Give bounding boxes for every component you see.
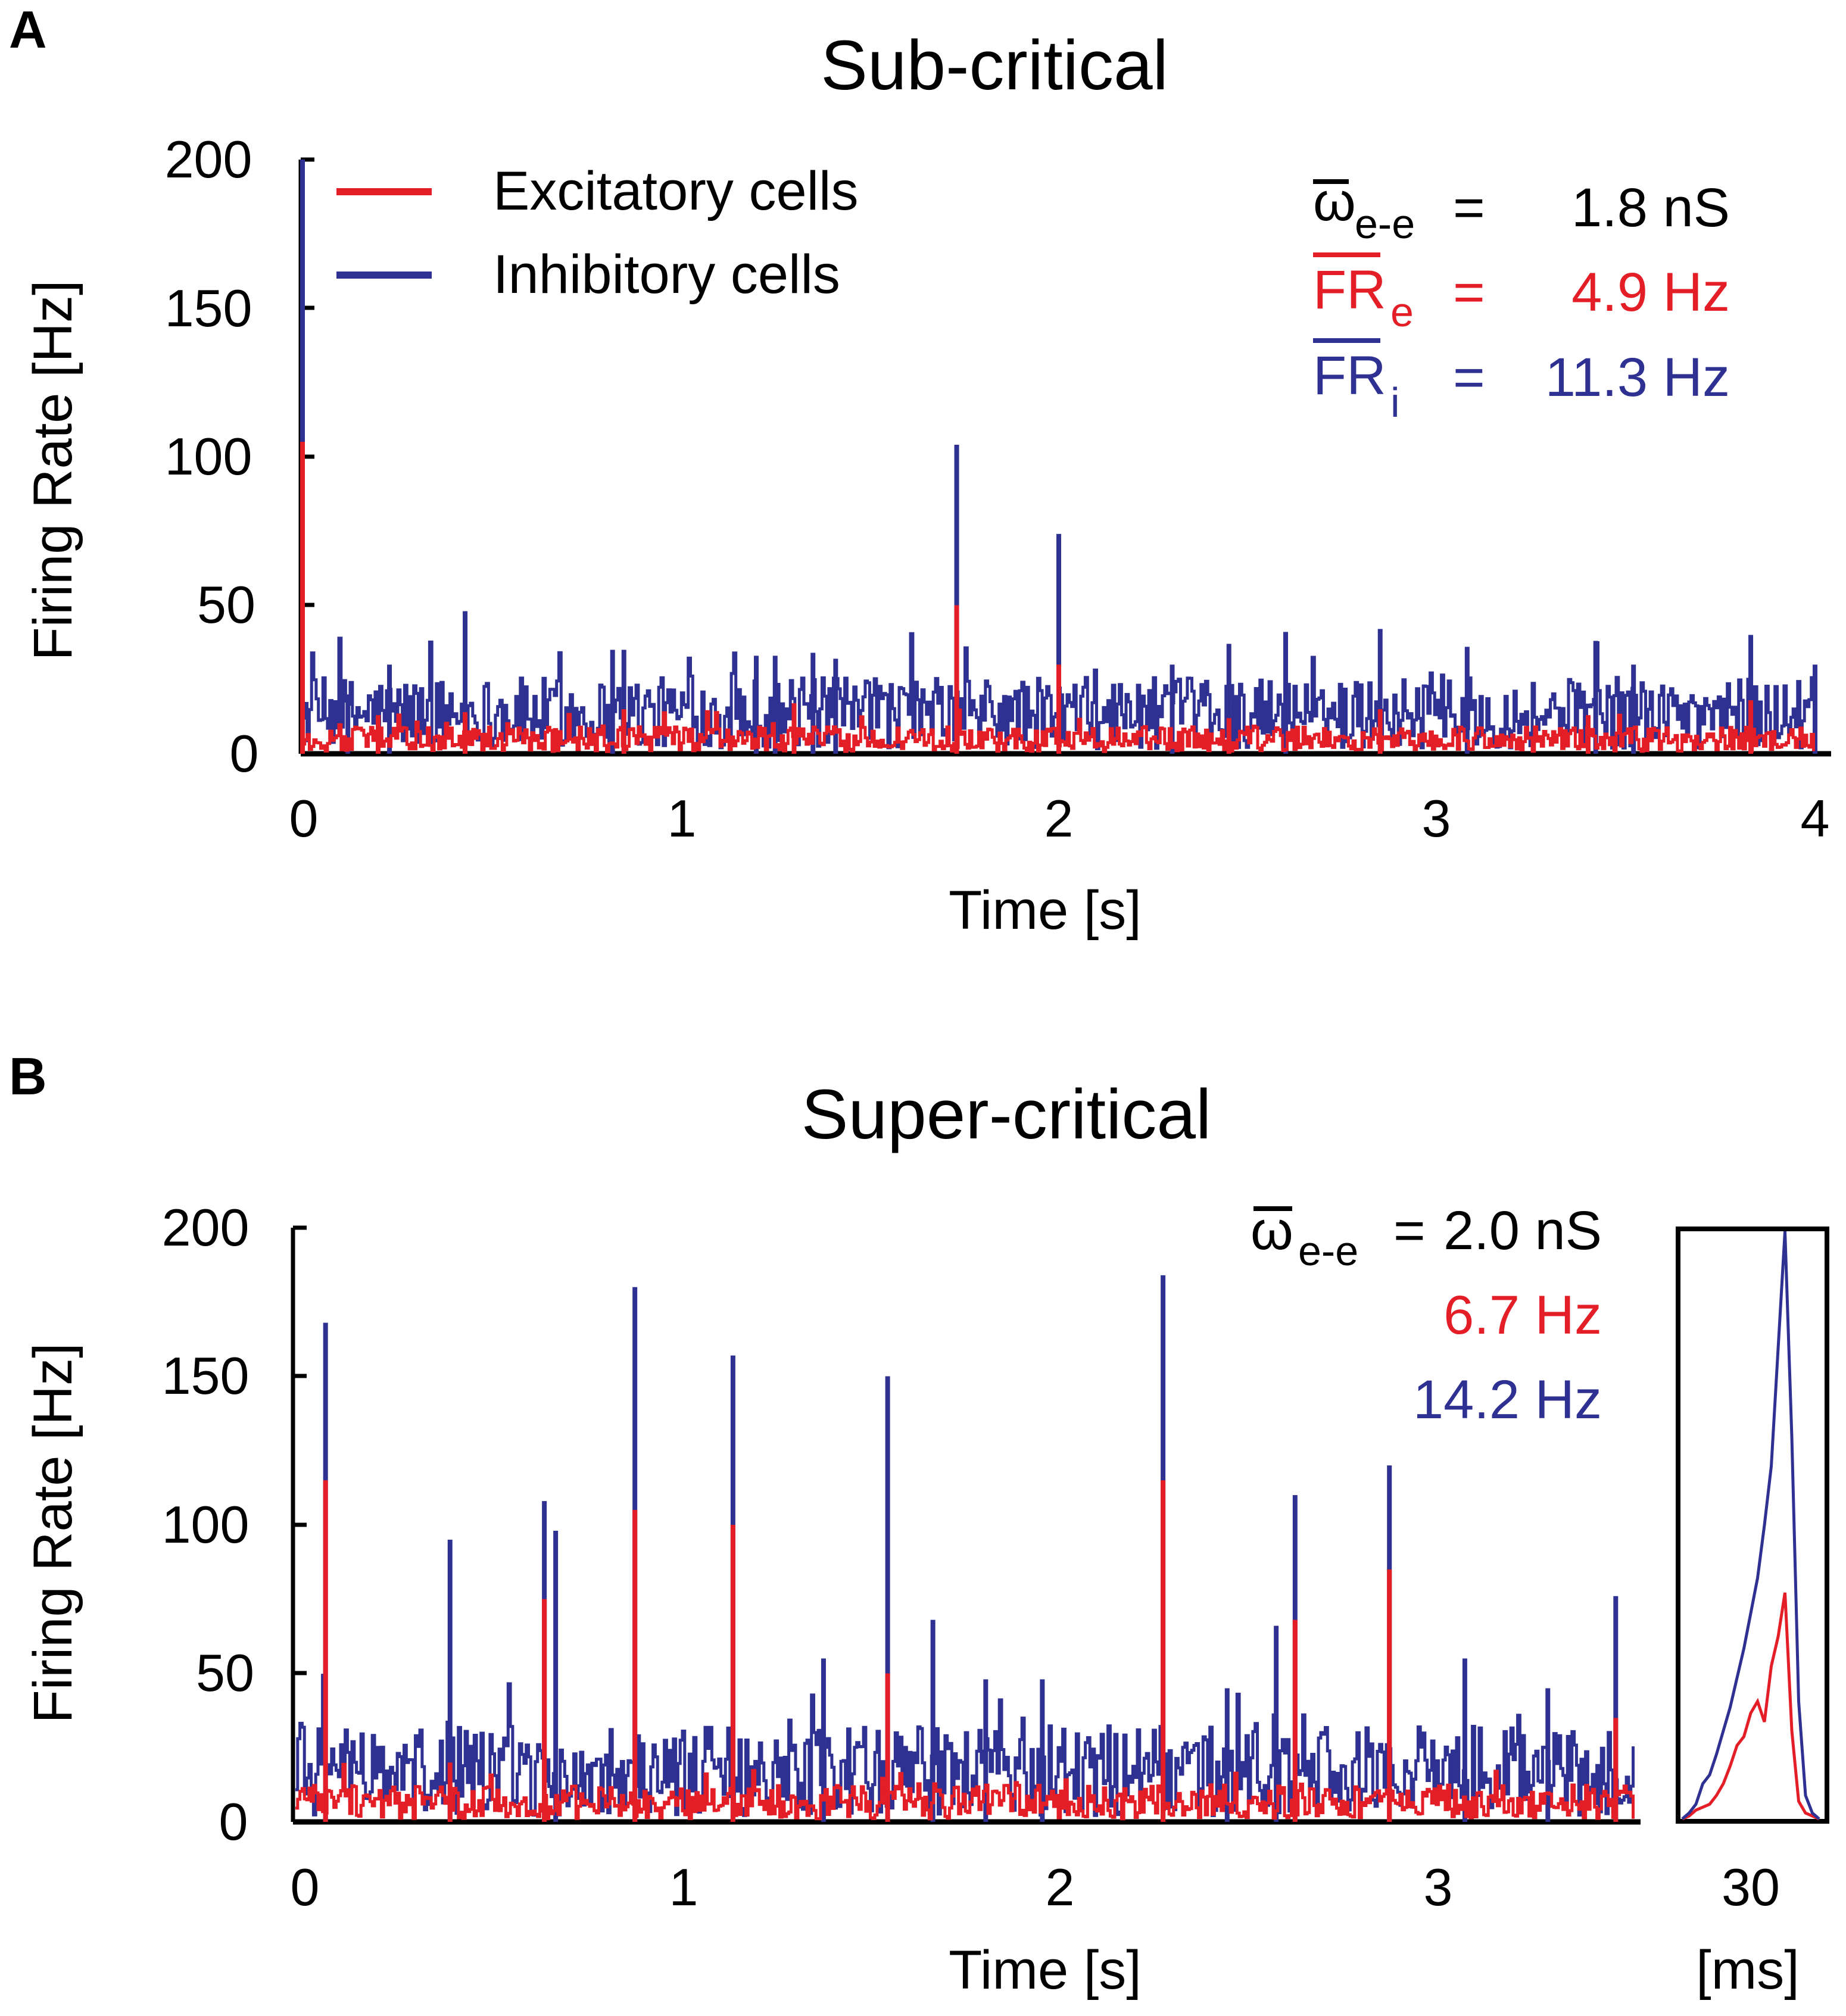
panel-b-y-tick-label: 100 [162, 1495, 250, 1554]
panel-a-x-tick-label: 1 [668, 789, 697, 848]
panel-a-excitatory-series [300, 442, 1815, 754]
panel-a-y-axis-label: Firing Rate [Hz] [23, 280, 83, 660]
panel-b-y-tick-label: 150 [162, 1346, 250, 1405]
weight-value: 2.0 nS [1443, 1200, 1602, 1261]
panel-a-y-tick-label: 150 [165, 279, 252, 338]
panel-b-x-tick-label: 2 [1046, 1858, 1075, 1917]
panel-a-y-tick-label: 200 [165, 130, 252, 189]
panel-b-x-tick-label: 1 [669, 1858, 699, 1917]
weight-symbol: ω [1251, 1200, 1293, 1261]
panel-a-y-tick-label: 0 [230, 724, 259, 783]
fr-i-equals: = [1453, 347, 1485, 408]
weight-subscript: e-e [1355, 201, 1415, 247]
panel-a-params: ω e-e = 1.8 nS FR e = 4.9 Hz FR i = 11.3… [1313, 171, 1730, 426]
panel-a-x-tick-label: 4 [1801, 789, 1830, 848]
inset-x-axis-label: [ms] [1696, 1940, 1800, 2001]
panel-a-x-tick-label: 2 [1044, 789, 1074, 848]
fr-i-value: 11.3 Hz [1545, 347, 1730, 408]
panel-b-inhibitory-series [295, 1275, 1635, 1822]
legend-excitatory-label: Excitatory cells [493, 161, 859, 221]
panel-b-y-axis-label: Firing Rate [Hz] [23, 1343, 83, 1723]
weight-subscript: e-e [1298, 1228, 1358, 1274]
panel-a-legend: Excitatory cells Inhibitory cells [336, 161, 859, 305]
panel-b-x-ticks: 0 1 2 3 [291, 1858, 1453, 1917]
fr-i-symbol: FR [1313, 345, 1386, 406]
fr-i-value: 14.2 Hz [1413, 1369, 1602, 1430]
panel-b-y-tick-label: 200 [162, 1198, 250, 1257]
panel-a-x-axis-label: Time [s] [949, 880, 1142, 941]
panel-a-y-ticks: 0 50 100 150 200 [165, 130, 314, 783]
fr-e-equals: = [1453, 262, 1485, 323]
weight-equals: = [1453, 177, 1485, 238]
legend-inhibitory-label: Inhibitory cells [493, 244, 840, 305]
panel-b: B Super-critical 0 50 100 150 200 0 1 2 … [9, 1047, 1829, 2001]
fr-e-value: 6.7 Hz [1443, 1285, 1602, 1346]
panel-b-x-tick-label: 0 [291, 1858, 320, 1917]
inset-inhibitory-curve [1681, 1231, 1820, 1820]
panel-a-x-tick-label: 3 [1422, 789, 1451, 848]
panel-b-y-tick-label: 50 [196, 1643, 254, 1702]
panel-b-params: ω e-e = 2.0 nS 6.7 Hz 14.2 Hz [1251, 1200, 1602, 1430]
fr-i-subscript: i [1390, 379, 1400, 426]
excitatory-trace [295, 1762, 1635, 1821]
weight-value: 1.8 nS [1571, 177, 1730, 238]
inset-x-tick-label: 30 [1722, 1858, 1780, 1917]
panel-b-label: B [9, 1047, 47, 1106]
weight-equals: = [1393, 1200, 1426, 1261]
panel-b-inset: 30 [ms] [1676, 1227, 1829, 2001]
panel-b-y-ticks: 0 50 100 150 200 [162, 1198, 307, 1851]
panel-b-y-tick-label: 0 [219, 1792, 248, 1851]
panel-a: A Sub-critical 0 50 100 150 200 0 1 2 3 … [9, 0, 1831, 941]
panel-a-title: Sub-critical [821, 26, 1168, 105]
weight-symbol: ω [1313, 171, 1356, 232]
panel-a-y-tick-label: 100 [165, 427, 252, 486]
inset-series [1681, 1231, 1820, 1821]
panel-a-label: A [9, 0, 47, 59]
panel-b-x-axis-label: Time [s] [949, 1940, 1142, 2001]
panel-a-y-tick-label: 50 [197, 575, 255, 634]
panel-b-excitatory-series [295, 1480, 1635, 1822]
fr-e-value: 4.9 Hz [1571, 262, 1730, 323]
inhibitory-trace [295, 1674, 1635, 1817]
fr-e-symbol: FR [1313, 260, 1386, 320]
panel-a-x-ticks: 0 1 2 3 4 [289, 789, 1830, 848]
panel-b-x-tick-label: 3 [1424, 1858, 1453, 1917]
inset-excitatory-curve [1682, 1592, 1820, 1821]
inset-frame [1676, 1227, 1829, 1824]
panel-b-title: Super-critical [802, 1075, 1212, 1154]
fr-e-subscript: e [1390, 289, 1414, 335]
panel-a-x-tick-label: 0 [289, 789, 319, 848]
